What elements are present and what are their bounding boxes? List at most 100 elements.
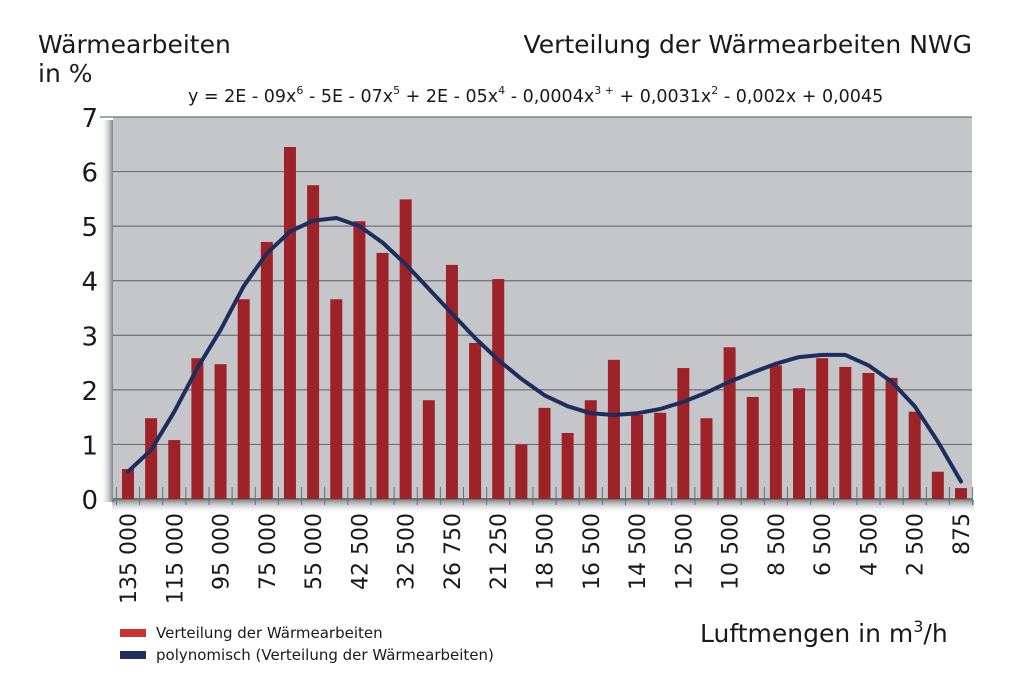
y-axis-title-line2: in %	[38, 59, 93, 88]
trendline-path	[126, 216, 963, 484]
y-tick-label: 3	[81, 322, 98, 352]
x-axis-title-sup: 3	[913, 617, 924, 636]
bar	[399, 199, 412, 499]
bar	[422, 400, 435, 499]
chart-title: Verteilung der Wärmearbeiten NWG	[523, 30, 972, 59]
x-tick-label: 10 500	[719, 513, 744, 590]
y-tick-label: 6	[81, 159, 98, 189]
equation-term: y = 2E - 09x	[188, 87, 297, 107]
x-tick-label: 875	[950, 513, 975, 555]
bar	[445, 264, 458, 499]
bar	[700, 418, 713, 499]
x-tick-label: 55 000	[302, 513, 327, 590]
legend-item-trendline: polynomisch (Verteilung der Wärmearbeite…	[120, 644, 494, 666]
bar	[723, 347, 736, 499]
bar	[469, 342, 482, 499]
x-axis-title-text: Luftmengen in m	[700, 619, 914, 648]
bar	[816, 358, 829, 499]
bar	[839, 366, 852, 499]
bar	[793, 388, 806, 499]
legend: Verteilung der Wärmearbeiten polynomisch…	[120, 622, 494, 666]
bar	[330, 299, 343, 499]
legend-label-trendline: polynomisch (Verteilung der Wärmearbeite…	[156, 646, 494, 664]
x-tick-labels: 135 000 115 000 95 000 75 000 55 000 42 500 32…	[117, 513, 975, 604]
bars	[122, 147, 967, 499]
trendline-equation: y = 2E - 09x6 - 5E - 07x5 + 2E - 05x4 - …	[188, 84, 883, 107]
legend-item-bars: Verteilung der Wärmearbeiten	[120, 622, 494, 644]
x-tick-label: 21 250	[487, 513, 512, 590]
bar	[492, 279, 505, 499]
y-axis-title-line1: Wärmearbeiten	[38, 30, 231, 59]
equation-exponent: 5	[393, 84, 401, 97]
x-tick-label: 135 000	[117, 513, 142, 604]
equation-term: - 0,002x + 0,0045	[718, 87, 884, 107]
equation-exponent: 2	[711, 84, 719, 97]
bar	[931, 471, 944, 499]
bar	[237, 299, 250, 499]
bar	[746, 396, 759, 499]
equation-exponent: 4	[498, 84, 506, 97]
equation-exponent: 6	[296, 84, 304, 97]
bar	[353, 221, 366, 499]
bar	[584, 400, 597, 499]
x-axis-title-unit: /h	[923, 619, 948, 648]
plot-shadow-bottom	[112, 500, 974, 514]
x-tick-label: 75 000	[256, 513, 281, 590]
y-tick-label: 2	[81, 377, 98, 407]
x-tick-label: 2 500	[904, 513, 929, 576]
x-tick-label: 26 750	[441, 513, 466, 590]
trendline	[126, 216, 963, 484]
y-tick-label: 0	[81, 486, 98, 516]
bar	[862, 372, 875, 499]
bar	[168, 440, 181, 499]
x-tick-label: 14 500	[626, 513, 651, 590]
equation-term: + 0,0031x	[613, 87, 712, 107]
x-axis-title: Luftmengen in m3/h	[700, 617, 948, 648]
bar	[260, 241, 273, 499]
y-axis-title: Wärmearbeiten in %	[38, 30, 231, 88]
equation-exponent: 3 +	[594, 84, 614, 97]
bar	[908, 411, 921, 499]
bar	[515, 444, 528, 499]
x-tick-label: 42 500	[348, 513, 373, 590]
bar	[631, 414, 644, 499]
x-tick-label: 6 500	[811, 513, 836, 576]
x-tick-label: 16 500	[580, 513, 605, 590]
bar	[561, 432, 574, 499]
bar	[191, 358, 204, 499]
bar	[145, 418, 158, 499]
bar	[122, 468, 134, 499]
equation-term: + 2E - 05x	[400, 87, 499, 107]
bar	[283, 147, 296, 499]
x-tick-label: 12 500	[672, 513, 697, 590]
y-tick-label: 4	[81, 268, 98, 298]
x-tick-label: 95 000	[210, 513, 235, 590]
x-tick-label: 115 000	[163, 513, 188, 604]
bar	[538, 407, 551, 499]
equation-term: - 5E - 07x	[303, 87, 394, 107]
y-tick-labels: 0 1 2 3 4 5 6 7	[81, 104, 98, 516]
x-tick-marks	[115, 487, 974, 505]
y-tick-label: 7	[81, 104, 98, 134]
x-tick-label: 8 500	[765, 513, 790, 576]
equation-term: - 0,0004x	[505, 87, 595, 107]
y-tick-label: 5	[81, 213, 98, 243]
bar	[769, 365, 782, 499]
x-tick-label: 18 500	[534, 513, 559, 590]
legend-swatch-trendline	[120, 651, 146, 659]
bar	[885, 377, 898, 499]
bar	[955, 488, 967, 499]
bar	[677, 368, 690, 499]
bar	[214, 364, 227, 499]
y-tick-label: 1	[81, 431, 98, 461]
bar	[654, 412, 667, 499]
legend-swatch-bars	[120, 629, 146, 637]
legend-label-bars: Verteilung der Wärmearbeiten	[156, 624, 383, 642]
bar	[607, 359, 620, 499]
bar	[376, 252, 389, 499]
x-tick-label: 4 500	[857, 513, 882, 576]
x-tick-label: 32 500	[395, 513, 420, 590]
plot-shadow-left	[100, 120, 114, 502]
bar	[307, 185, 320, 499]
